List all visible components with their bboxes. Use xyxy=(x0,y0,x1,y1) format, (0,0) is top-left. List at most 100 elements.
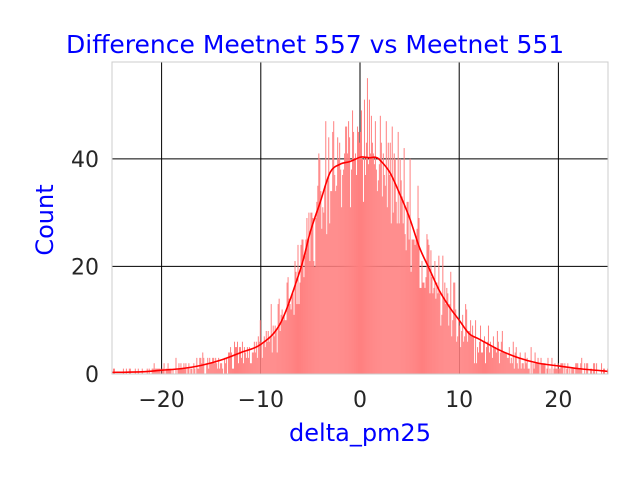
histogram-bar xyxy=(284,320,286,374)
plot-frame xyxy=(111,61,609,375)
histogram-bar xyxy=(264,347,266,374)
y-axis-label: Count xyxy=(31,184,59,255)
histogram-bar xyxy=(161,368,163,374)
histogram-bar xyxy=(219,368,221,374)
histogram-bar xyxy=(426,234,428,374)
histogram-bar xyxy=(471,336,473,374)
histogram-bar xyxy=(556,368,558,374)
histogram-bar xyxy=(586,363,588,374)
histogram-bar xyxy=(537,357,539,374)
histogram-bar xyxy=(433,287,435,374)
histogram-bar xyxy=(398,223,400,374)
histogram-bar xyxy=(169,368,171,374)
histogram-bar xyxy=(495,352,497,374)
histogram-bar xyxy=(408,239,410,374)
histogram-bar xyxy=(286,282,288,374)
histogram-bar xyxy=(502,352,504,374)
histogram-bar xyxy=(283,314,285,374)
histogram-bar xyxy=(369,153,371,374)
histogram-bar xyxy=(489,341,491,374)
histogram-bar xyxy=(287,277,289,374)
histogram-bar xyxy=(524,352,526,374)
histogram-bar xyxy=(569,368,571,374)
histogram-bar xyxy=(435,298,437,374)
histogram-bar xyxy=(316,201,318,374)
histogram-bar xyxy=(543,363,545,374)
histogram-bar xyxy=(251,352,253,374)
histogram-bar xyxy=(470,320,472,374)
histogram-bar xyxy=(436,282,438,374)
histogram-bar xyxy=(303,277,305,374)
histogram-bar xyxy=(395,201,397,374)
histogram-bar xyxy=(484,363,486,374)
histogram-bar xyxy=(483,341,484,374)
histogram-bar xyxy=(388,174,390,374)
histogram-bar xyxy=(373,164,375,374)
histogram-bar xyxy=(345,126,347,374)
histogram-bar xyxy=(234,341,236,374)
histogram-bar xyxy=(194,368,196,374)
histogram-bar xyxy=(490,347,492,374)
histogram-bar xyxy=(361,158,363,374)
histogram-bar xyxy=(218,357,220,374)
histogram-bar xyxy=(298,304,300,374)
histogram-bar xyxy=(474,363,476,374)
histogram-bar xyxy=(330,191,332,374)
histogram-bar xyxy=(468,330,470,374)
histogram-bar xyxy=(299,282,301,374)
histogram-bar xyxy=(230,347,232,374)
histogram-bar xyxy=(430,250,432,374)
histogram-bar xyxy=(324,185,326,374)
histogram-bar xyxy=(533,368,535,374)
histogram-bar xyxy=(394,158,396,374)
histogram-bar xyxy=(572,368,574,374)
histogram-bar xyxy=(211,363,213,374)
histogram-bar xyxy=(554,363,556,374)
histogram-bar xyxy=(295,271,297,374)
histogram-bar xyxy=(503,352,505,374)
histogram-bar xyxy=(463,341,465,374)
histogram-bar xyxy=(271,352,273,374)
histogram-bar xyxy=(293,314,295,374)
histogram-bar xyxy=(290,309,292,374)
histogram-bar xyxy=(467,341,469,374)
histogram-bar xyxy=(399,158,401,374)
histogram-bar xyxy=(458,320,460,374)
histogram-bar xyxy=(466,309,468,374)
histogram-bar xyxy=(187,368,189,374)
histogram-bar xyxy=(249,363,251,374)
histogram-bar xyxy=(270,304,272,374)
histogram-bar xyxy=(273,336,275,374)
histogram-bar xyxy=(322,207,324,374)
histogram-bar xyxy=(239,347,241,374)
histogram-bar xyxy=(506,357,508,374)
histogram-bar xyxy=(340,169,342,374)
histogram-bar xyxy=(292,293,294,374)
histogram-bar xyxy=(509,363,511,374)
histogram-bar xyxy=(240,357,242,374)
histogram-bar xyxy=(229,352,231,374)
histogram-bar xyxy=(336,185,338,374)
histogram-bar xyxy=(360,131,361,374)
histogram-bar xyxy=(328,137,330,374)
histogram-bar xyxy=(289,304,291,374)
chart-title: Difference Meetnet 557 vs Meetnet 551 xyxy=(66,30,564,59)
histogram-bar xyxy=(207,357,209,374)
histogram-bar xyxy=(601,363,603,374)
histogram-bar xyxy=(214,363,216,374)
histogram-bar xyxy=(233,368,235,374)
histogram-bar xyxy=(497,341,499,374)
histogram-bar xyxy=(305,239,307,374)
histogram-bar xyxy=(445,304,447,374)
histogram-bar xyxy=(542,363,544,374)
histogram-bar xyxy=(241,341,243,374)
histogram-bar xyxy=(170,368,172,374)
histogram-bar xyxy=(508,347,510,374)
histogram-bar xyxy=(272,325,274,374)
histogram-bar xyxy=(184,368,186,374)
histogram-bar xyxy=(163,363,165,374)
histogram-bar xyxy=(389,142,391,374)
histogram-bar xyxy=(476,363,478,374)
histogram-bar xyxy=(167,363,169,374)
histogram-bar xyxy=(209,357,211,374)
